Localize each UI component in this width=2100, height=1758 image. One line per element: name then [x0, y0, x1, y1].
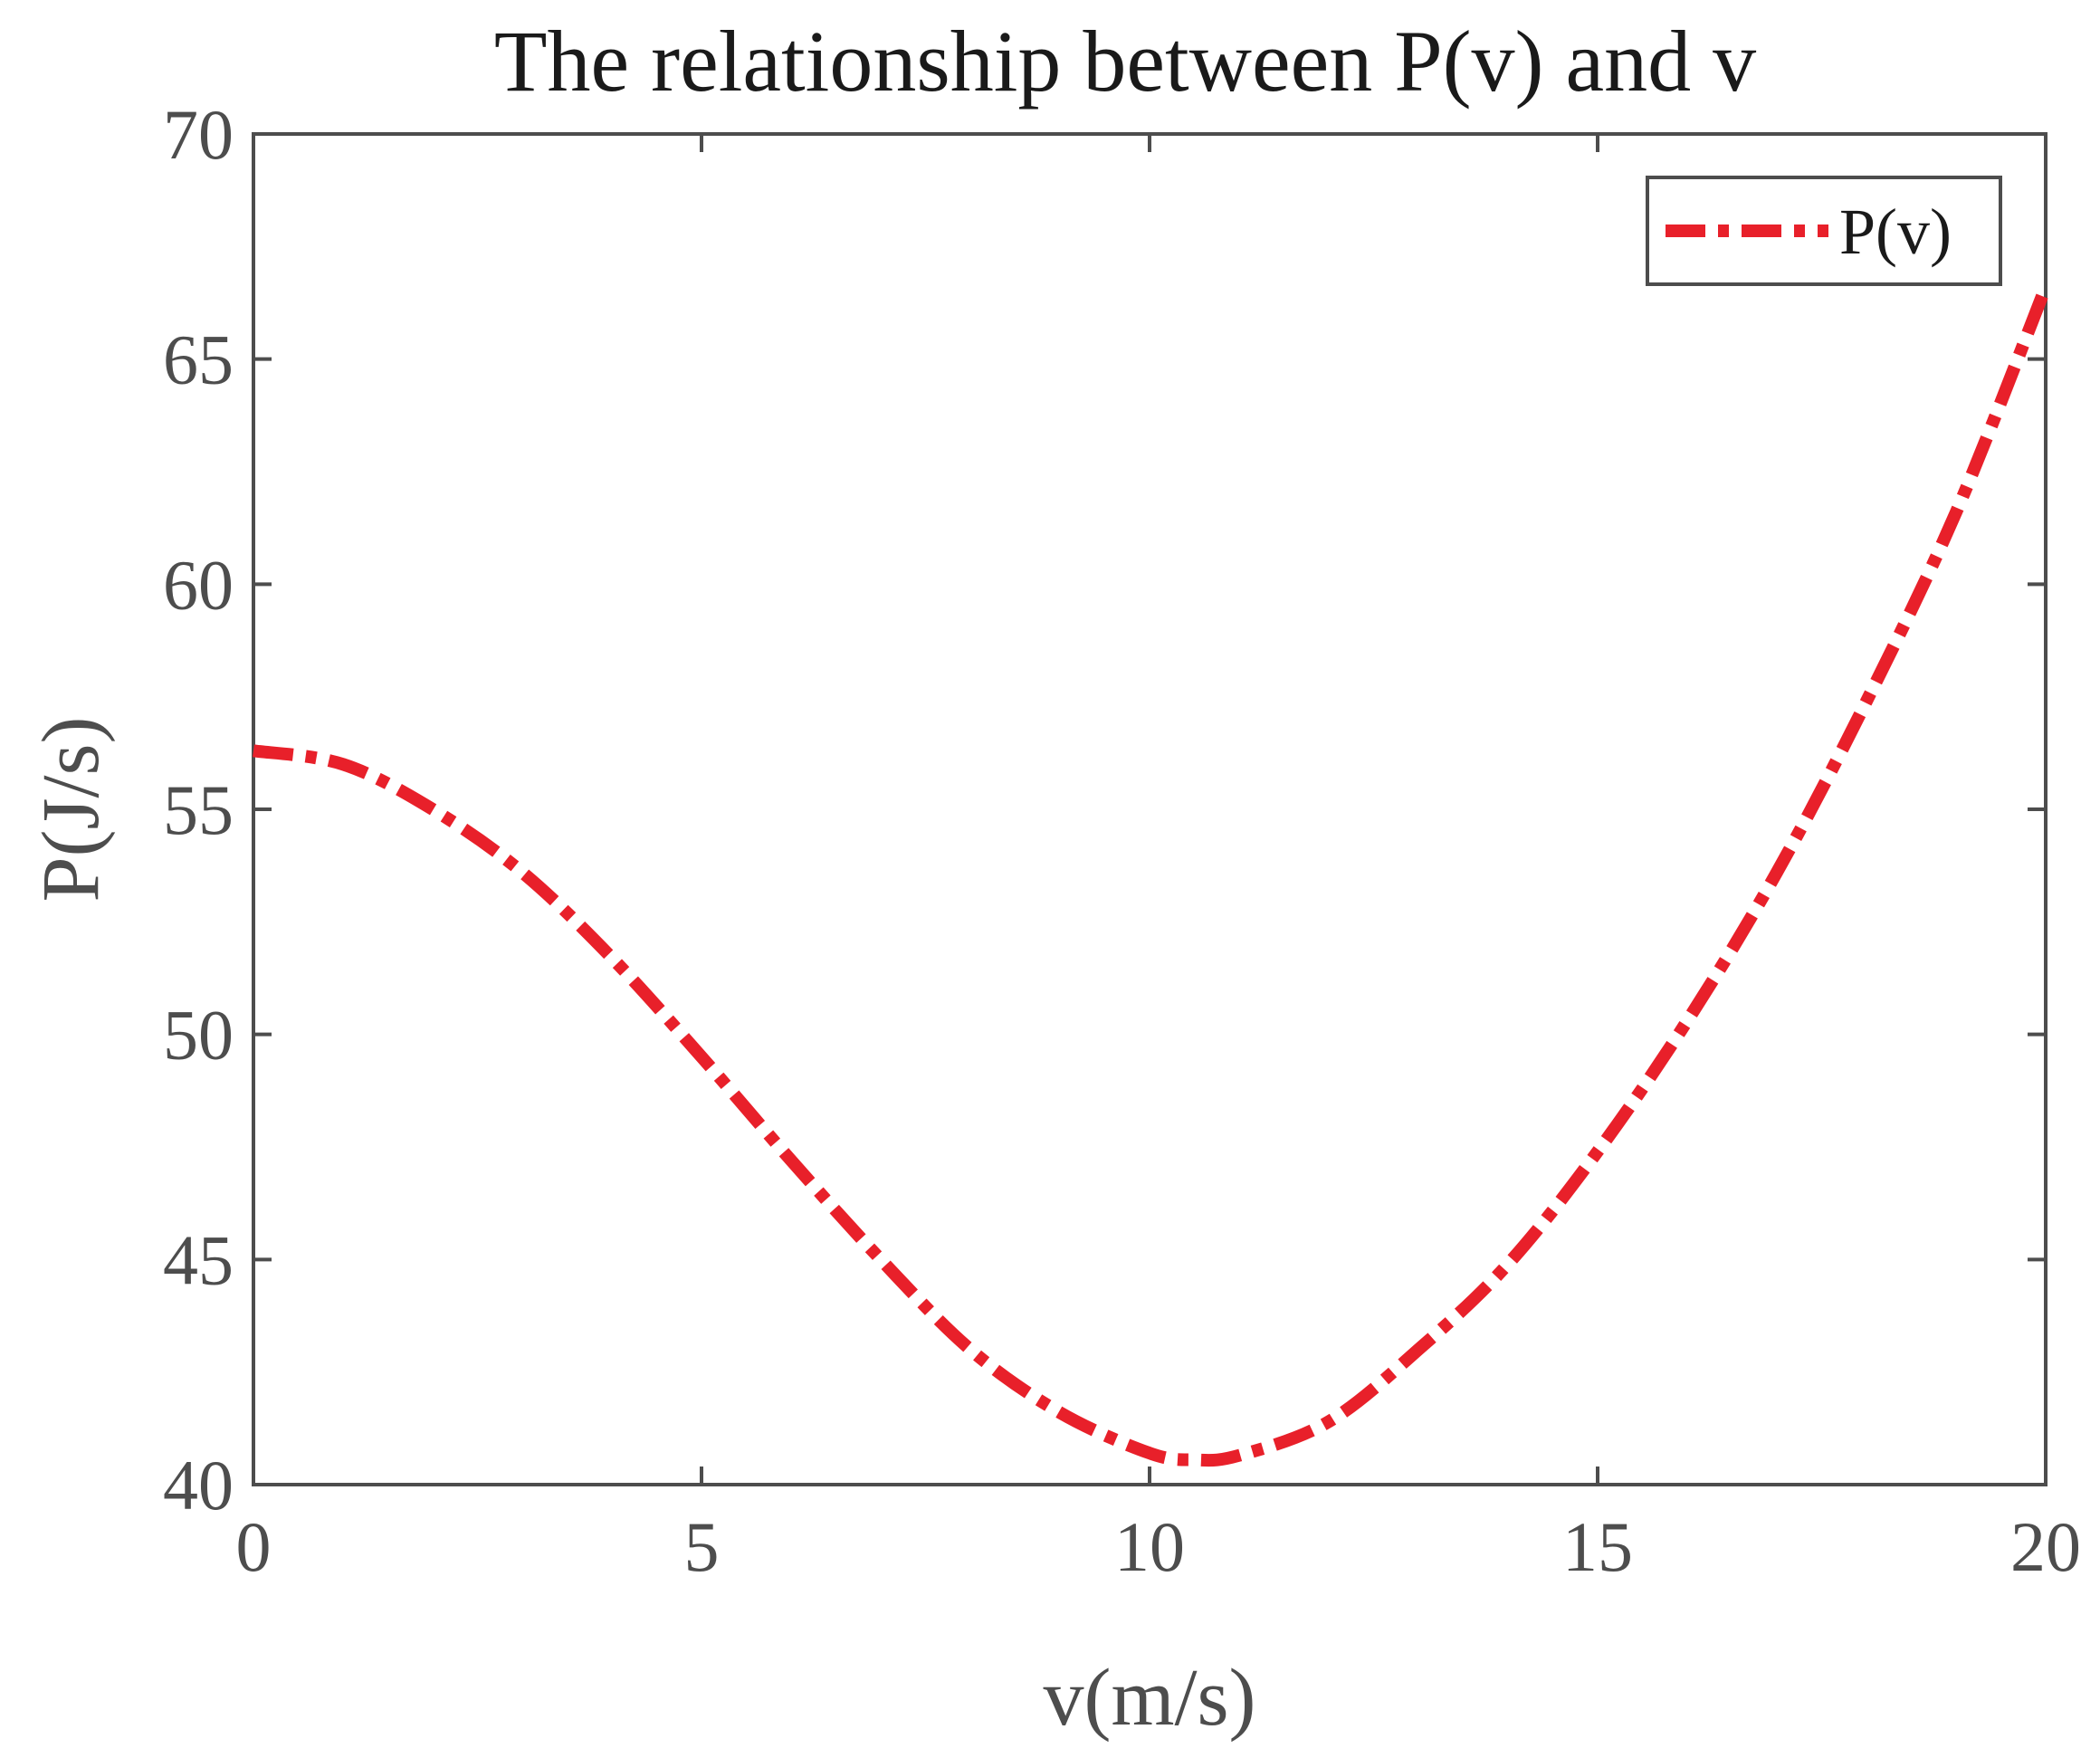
y-tick-label: 55 — [163, 770, 234, 849]
x-tick-label: 5 — [684, 1507, 720, 1586]
series-line-pv — [252, 284, 2052, 1467]
x-tick-label: 20 — [2010, 1507, 2081, 1586]
plot-area: 0 5 10 15 20 40 45 50 55 60 65 70 — [163, 95, 2081, 1586]
y-tick-label: 70 — [163, 95, 234, 174]
x-axis-label: v(m/s) — [1044, 1653, 1256, 1743]
y-tick-label: 40 — [163, 1446, 234, 1524]
y-axis-ticks: 40 45 50 55 60 65 70 — [163, 95, 2046, 1524]
x-tick-label: 15 — [1562, 1507, 1633, 1586]
x-tick-label: 10 — [1114, 1507, 1185, 1586]
chart-title: The relationship between P(v) and v — [494, 13, 1756, 110]
y-tick-label: 65 — [163, 320, 234, 399]
y-tick-label: 50 — [163, 996, 234, 1075]
y-tick-label: 45 — [163, 1220, 234, 1299]
y-tick-label: 60 — [163, 545, 234, 624]
x-tick-label: 0 — [236, 1507, 272, 1586]
series-layer — [252, 284, 2052, 1467]
legend: P(v) — [1646, 176, 2002, 286]
legend-label-pv: P(v) — [1839, 196, 1952, 268]
x-axis-ticks: 0 5 10 15 20 — [236, 134, 2081, 1586]
y-axis-label: P(J/s) — [26, 716, 116, 902]
